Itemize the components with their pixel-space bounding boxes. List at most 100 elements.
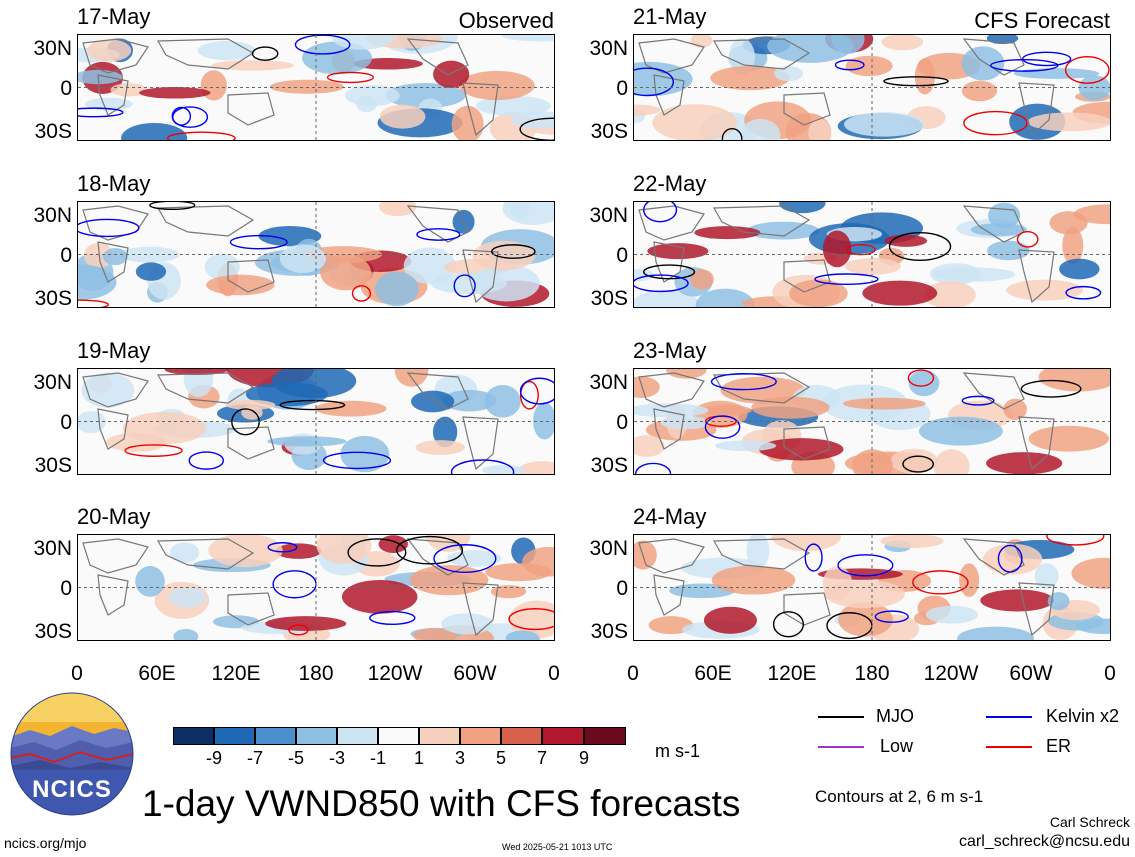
map-panel-left-1 — [77, 34, 555, 141]
wave-contour — [997, 544, 1023, 573]
anomaly-shading — [838, 602, 893, 637]
wave-contour — [990, 59, 1059, 72]
legend-label: Kelvin x2 — [1046, 706, 1120, 726]
colorbar-swatch — [501, 727, 542, 745]
generated-timestamp: Wed 2025-05-21 1013 UTC — [502, 842, 613, 852]
lon-label: 0 — [548, 662, 560, 685]
figure-title: 1-day VWND850 with CFS forecasts — [142, 783, 741, 824]
anomaly-shading — [831, 35, 865, 54]
anomaly-shading — [880, 535, 944, 549]
lon-label: 60E — [694, 662, 732, 685]
anomaly-shading — [908, 369, 940, 397]
coastline — [712, 538, 811, 570]
lon-label: 0 — [627, 662, 639, 685]
anomaly-shading — [505, 630, 539, 640]
lon-label: 120E — [211, 662, 261, 685]
anomaly-shading — [379, 104, 426, 129]
anomaly-shading — [822, 230, 852, 268]
wave-contour — [188, 451, 225, 470]
anomaly-shading — [482, 465, 526, 474]
anomaly-shading — [211, 60, 294, 71]
coastline — [462, 582, 499, 637]
anomaly-shading — [746, 221, 820, 240]
anomaly-shading — [711, 565, 796, 595]
anomaly-shading — [1047, 592, 1070, 611]
anomaly-shading — [959, 563, 980, 597]
panel-date-right-3: 23-May — [633, 338, 707, 363]
wave-contour — [351, 285, 372, 302]
anomaly-shading — [751, 396, 830, 419]
coastline — [406, 38, 469, 76]
coastline — [82, 372, 149, 408]
coastline — [783, 259, 831, 293]
wave-contour — [1020, 379, 1082, 398]
lon-label: 180 — [298, 662, 334, 685]
anomaly-shading — [78, 411, 106, 434]
wave-contour — [834, 59, 865, 71]
wave-contour — [272, 570, 317, 599]
ncics-logo: NCICS — [10, 692, 134, 816]
colorbar-swatch — [296, 727, 337, 745]
map-panel-right-2 — [633, 201, 1111, 308]
coastline — [783, 426, 831, 460]
lat-label: 30S — [34, 620, 72, 643]
wave-contour — [874, 610, 909, 623]
wave-contour — [294, 35, 351, 55]
wave-contour — [1064, 55, 1110, 84]
wave-contour — [416, 228, 461, 241]
wave-contour — [167, 131, 236, 140]
wave-contour — [124, 444, 183, 457]
lat-label: 0 — [60, 577, 72, 600]
anomaly-shading — [694, 226, 761, 240]
anomaly-shading — [690, 269, 714, 290]
anomaly-shading — [225, 399, 276, 410]
lat-label: 0 — [616, 411, 628, 434]
map-field — [634, 535, 1110, 640]
anomaly-shading — [890, 448, 938, 474]
colorbar-units: m s-1 — [655, 741, 700, 761]
anomaly-shading — [517, 461, 554, 474]
anomaly-shading — [924, 281, 976, 307]
wave-contour — [347, 538, 407, 567]
anomaly-shading — [1028, 425, 1110, 452]
wave-contour — [1065, 285, 1102, 300]
lat-label: 30S — [590, 620, 628, 643]
coastline — [462, 82, 499, 137]
coastline — [638, 372, 705, 408]
anomaly-shading — [78, 264, 117, 301]
anomaly-shading — [652, 104, 738, 140]
lat-label: 30N — [33, 204, 72, 227]
lat-label: 30N — [33, 37, 72, 60]
anomaly-shading — [1038, 369, 1110, 392]
anomaly-shading — [930, 263, 982, 285]
wave-contour — [902, 455, 934, 473]
anomaly-shading — [267, 436, 347, 447]
lat-label: 30N — [589, 371, 628, 394]
coastline — [227, 592, 275, 626]
anomaly-shading — [925, 605, 979, 624]
wave-contour — [634, 67, 674, 97]
anomaly-shading — [432, 416, 458, 448]
lat-label: 30S — [590, 454, 628, 477]
lon-label: 60E — [138, 662, 176, 685]
anomaly-shading — [425, 535, 471, 552]
map-panel-right-1 — [633, 34, 1111, 141]
lon-label: 180 — [854, 662, 890, 685]
wave-contour — [643, 202, 678, 223]
anomaly-shading — [502, 202, 554, 225]
coastline — [712, 205, 811, 237]
anomaly-shading — [1071, 557, 1110, 589]
anomaly-shading — [987, 240, 1030, 261]
wave-contour — [846, 243, 876, 256]
anomaly-shading — [634, 540, 657, 570]
wave-contour — [804, 543, 823, 572]
anomaly-shading — [957, 626, 1035, 640]
lat-label: 0 — [60, 411, 72, 434]
anomaly-shading — [933, 449, 970, 474]
wave-contour — [369, 610, 416, 626]
coastline — [653, 74, 685, 116]
colorbar-swatch — [173, 727, 214, 745]
colorbar-swatch — [542, 727, 584, 745]
colorbar-label: 5 — [495, 748, 506, 768]
wave-contour — [1046, 535, 1105, 546]
